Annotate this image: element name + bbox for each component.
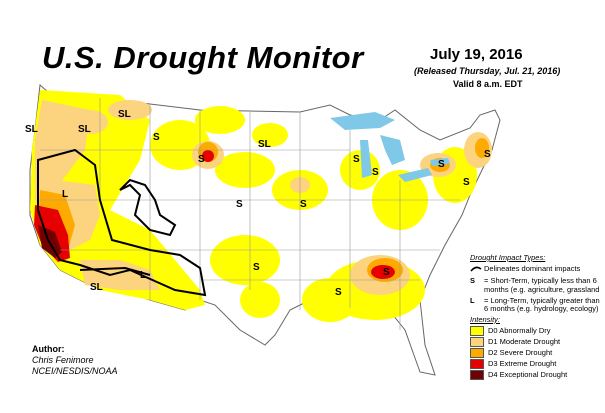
legend-short-term: S = Short-Term, typically less than 6 mo… bbox=[470, 276, 600, 294]
intensity-header: Intensity: bbox=[470, 314, 501, 324]
intensity-list: D0 Abnormally Dry D1 Moderate Drought D2… bbox=[470, 326, 600, 381]
d3-swatch bbox=[470, 359, 484, 370]
author-label: Author: bbox=[32, 344, 65, 354]
legend: Drought Impact Types: Delineates dominan… bbox=[470, 253, 600, 381]
map-title: U.S. Drought Monitor bbox=[42, 40, 364, 75]
label-s-4: S bbox=[300, 199, 307, 210]
d1-swatch bbox=[470, 337, 484, 348]
impact-boundaries bbox=[37, 148, 207, 297]
label-l-1: L bbox=[62, 189, 68, 200]
intensity-d3: D3 Extreme Drought bbox=[470, 359, 600, 370]
label-s-7: S bbox=[438, 159, 445, 170]
d4-swatch bbox=[470, 370, 484, 381]
label-s-12: S bbox=[383, 267, 390, 278]
valid-time: Valid 8 a.m. EDT bbox=[453, 79, 523, 89]
d4-label: D4 Exceptional Drought bbox=[488, 370, 568, 380]
intensity-d2: D2 Severe Drought bbox=[470, 348, 600, 359]
legend-long-term: L = Long-Term, typically greater than 6 … bbox=[470, 295, 600, 314]
intensity-d4: D4 Exceptional Drought bbox=[470, 370, 600, 381]
d0-label: D0 Abnormally Dry bbox=[488, 326, 551, 336]
short-term-symbol: S bbox=[470, 276, 476, 286]
long-term-text: = Long-Term, typically greater than 6 mo… bbox=[484, 295, 600, 314]
d2-label: D2 Severe Drought bbox=[488, 348, 553, 358]
label-s-9: S bbox=[463, 177, 470, 188]
legend-dominant: Delineates dominant impacts bbox=[470, 263, 600, 276]
label-s-5: S bbox=[353, 154, 360, 165]
dominant-line-icon bbox=[470, 265, 484, 276]
short-term-text: = Short-Term, typically less than 6 mont… bbox=[484, 276, 600, 294]
label-s-2: S bbox=[198, 154, 205, 165]
d2-swatch bbox=[470, 348, 484, 359]
label-s-10: S bbox=[253, 262, 260, 273]
map-date: July 19, 2016 bbox=[430, 46, 523, 63]
author-name: Chris Fenimore bbox=[32, 354, 94, 365]
impact-types-header: Drought Impact Types: bbox=[470, 253, 546, 262]
label-s-1: S bbox=[153, 132, 160, 143]
intensity-d1: D1 Moderate Drought bbox=[470, 337, 600, 348]
dominant-text: Delineates dominant impacts bbox=[484, 263, 581, 273]
label-s-6: S bbox=[372, 167, 379, 178]
label-sl-3: SL bbox=[118, 109, 131, 120]
label-sl-2: SL bbox=[78, 124, 91, 135]
d3-label: D3 Extreme Drought bbox=[488, 359, 557, 369]
label-s-11: S bbox=[335, 287, 342, 298]
label-s-8: S bbox=[484, 149, 491, 160]
impact-labels: SL SL SL SL SL L L S S S S S S S S S S S… bbox=[25, 109, 491, 298]
label-l-2: L bbox=[140, 270, 146, 281]
state-boundaries bbox=[40, 98, 460, 330]
intensity-d0: D0 Abnormally Dry bbox=[470, 326, 600, 337]
great-lakes bbox=[330, 112, 450, 182]
d1-label: D1 Moderate Drought bbox=[488, 337, 561, 347]
long-term-symbol: L bbox=[470, 295, 475, 305]
author-org: NCEI/NESDIS/NOAA bbox=[32, 365, 118, 376]
author-block: Author: Chris Fenimore NCEI/NESDIS/NOAA bbox=[32, 344, 118, 376]
label-sl-5: SL bbox=[90, 282, 103, 293]
release-note: (Released Thursday, Jul. 21, 2016) bbox=[414, 66, 561, 76]
d0-swatch bbox=[470, 326, 484, 337]
label-sl-1: SL bbox=[25, 124, 38, 135]
label-sl-4: SL bbox=[258, 139, 271, 150]
label-s-3: S bbox=[236, 199, 243, 210]
